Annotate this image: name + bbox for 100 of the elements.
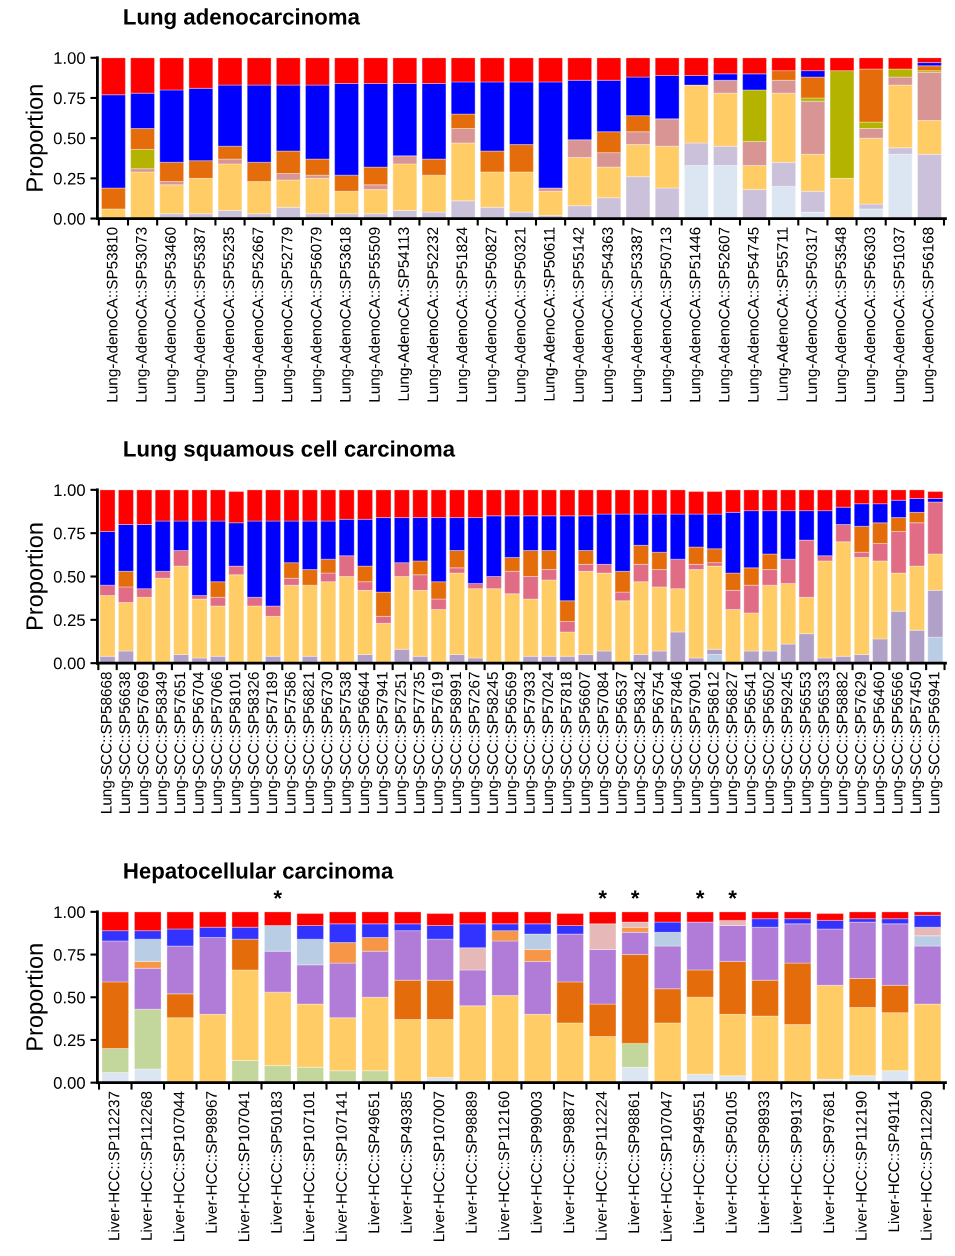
- x-tick-label: Lung-SCC::SP58245: [487, 672, 501, 813]
- x-tick-label: Lung-AdenoCA::SP53548: [834, 227, 850, 402]
- x-tick-label: Lung-SCC::SP57941: [376, 672, 391, 813]
- x-tick-label: Liver-HCC::SP50105: [725, 1091, 737, 1233]
- x-tick-label: Lung-AdenoCA::SP52667: [252, 227, 267, 402]
- x-tick-label: Liver-HCC::SP112237: [108, 1091, 120, 1240]
- x-tick-label: Lung-AdenoCA::SP53073: [135, 227, 150, 402]
- x-tick-label: Lung-SCC::SP57450: [910, 672, 925, 813]
- x-tick-label: Lung-SCC::SP56644: [358, 671, 373, 813]
- x-tick-label: Liver-HCC::SP107141: [335, 1091, 347, 1241]
- x-tick-label: Lung-SCC::SP56704: [192, 671, 207, 813]
- x-tick-label: Lung-SCC::SP57538: [339, 672, 354, 813]
- x-tick-label: Lung-AdenoCA::SP50713: [660, 227, 675, 402]
- x-tick-label: Liver-HCC::SP49651: [368, 1091, 380, 1233]
- x-tick-label: Lung-SCC::SP57084: [597, 671, 612, 813]
- x-tick-label: Lung-SCC::SP57651: [174, 672, 189, 813]
- x-tick-label: Lung-SCC::SP57024: [542, 671, 557, 813]
- x-tick-label: Lung-AdenoCA::SP54113: [397, 227, 412, 401]
- x-tick-label: Lung-SCC::SP58668: [100, 672, 115, 813]
- x-tick-label: Lung-SCC::SP57818: [560, 672, 575, 813]
- x-tick-label: Liver-HCC::SP112224: [595, 1091, 607, 1240]
- x-tick-label: Liver-HCC::SP97681: [822, 1091, 835, 1233]
- x-tick-label: Lung-SCC::SP56821: [303, 672, 317, 813]
- annotation: *: [273, 890, 283, 899]
- annotation: *: [598, 890, 607, 899]
- x-tick-label: Lung-SCC::SP58991: [450, 672, 465, 813]
- chart-title: Hepatocellular carcinoma: [124, 862, 394, 884]
- x-tick-label: Lung-SCC::SP56730: [321, 672, 336, 813]
- y-tick-label: 0.25: [53, 614, 85, 627]
- x-tick-label: Liver-HCC::SP98861: [628, 1091, 640, 1233]
- y-tick-label: 0.50: [53, 132, 85, 145]
- y-tick-label: 1.00: [54, 906, 85, 919]
- x-tick-label: Liver-HCC::SP112268: [140, 1091, 152, 1240]
- x-tick-label: Lung-SCC::SP56569: [505, 672, 520, 813]
- x-tick-label: Lung-SCC::SP58612: [707, 672, 722, 813]
- y-tick-label: 0.00: [53, 657, 85, 670]
- annotation: *: [630, 890, 640, 899]
- x-tick-label: Lung-SCC::SP59245: [781, 672, 796, 813]
- x-tick-label: Lung-AdenoCA::SP56079: [310, 227, 325, 402]
- x-tick-label: Liver-HCC::SP98967: [205, 1091, 217, 1233]
- chart-title: Lung adenocarcinoma: [124, 8, 361, 30]
- x-tick-label: Lung-SCC::SP56566: [891, 672, 906, 813]
- x-tick-label: Lung-SCC::SP58326: [247, 672, 262, 813]
- x-tick-label: Lung-SCC::SP56502: [763, 672, 777, 813]
- x-tick-label: Lung-AdenoCA::SP55711: [776, 227, 791, 401]
- x-tick-label: Liver-HCC::SP107007: [433, 1091, 445, 1241]
- y-tick-label: 1.00: [54, 484, 85, 497]
- x-tick-label: Lung-AdenoCA::SP53387: [630, 227, 646, 402]
- x-tick-label: Lung-AdenoCA::SP50317: [805, 227, 820, 402]
- x-tick-label: Liver-HCC::SP107044: [173, 1091, 185, 1241]
- x-tick-label: Lung-SCC::SP57933: [523, 672, 538, 813]
- x-tick-label: Liver-HCC::SP98889: [465, 1091, 477, 1233]
- y-axis-title: Proportion: [25, 944, 48, 1050]
- y-tick-label: 0.50: [53, 991, 85, 1004]
- y-tick-label: 1.00: [54, 52, 85, 64]
- x-tick-label: Liver-HCC::SP49114: [887, 1091, 900, 1232]
- x-tick-label: Liver-HCC::SP107101: [303, 1091, 315, 1241]
- x-tick-label: Lung-AdenoCA::SP54745: [747, 227, 762, 402]
- y-tick-label: 0.25: [53, 1034, 85, 1047]
- annotation: *: [695, 890, 705, 899]
- x-tick-label: Lung-AdenoCA::SP52607: [718, 227, 733, 402]
- x-tick-label: Lung-AdenoCA::SP50321: [514, 227, 529, 402]
- y-tick-label: 0.75: [53, 948, 85, 961]
- x-tick-label: Lung-SCC::SP56533: [818, 672, 833, 813]
- y-axis-title: Proportion: [25, 523, 48, 630]
- x-tick-label: Lung-AdenoCA::SP52779: [281, 227, 296, 402]
- x-tick-label: Lung-SCC::SP56537: [615, 672, 630, 813]
- x-tick-label: Lung-SCC::SP58882: [836, 672, 851, 813]
- y-tick-label: 0.75: [53, 92, 85, 105]
- x-tick-label: Liver-HCC::SP112290: [920, 1091, 932, 1240]
- x-tick-label: Lung-AdenoCA::SP55235: [222, 227, 238, 402]
- x-tick-label: Lung-SCC::SP57189: [266, 672, 281, 813]
- x-tick-label: Lung-SCC::SP58342: [634, 672, 649, 813]
- x-tick-label: Lung-AdenoCA::SP55142: [572, 227, 587, 402]
- y-tick-label: 0.00: [53, 1077, 85, 1089]
- x-tick-label: Liver-HCC::SP107047: [660, 1091, 672, 1241]
- x-tick-label: Lung-SCC::SP57629: [855, 672, 869, 813]
- x-tick-label: Lung-AdenoCA::SP56168: [922, 227, 937, 402]
- x-tick-label: Lung-AdenoCA::SP56303: [864, 227, 879, 402]
- x-tick-label: Lung-AdenoCA::SP52232: [426, 227, 442, 402]
- x-tick-label: Lung-SCC::SP56460: [873, 672, 888, 813]
- x-tick-label: Lung-SCC::SP57251: [395, 672, 409, 813]
- x-tick-label: Liver-HCC::SP49385: [400, 1091, 412, 1233]
- x-tick-label: Lung-SCC::SP57901: [689, 672, 704, 813]
- x-tick-label: Liver-HCC::SP98877: [563, 1091, 575, 1233]
- annotation: *: [728, 890, 737, 899]
- x-tick-label: Lung-SCC::SP56638: [119, 672, 134, 813]
- x-tick-label: Liver-HCC::SP99003: [530, 1091, 542, 1233]
- x-tick-label: Lung-SCC::SP57066: [211, 672, 226, 813]
- x-tick-label: Lung-SCC::SP56607: [579, 672, 593, 813]
- x-tick-label: Liver-HCC::SP112160: [498, 1091, 510, 1240]
- x-tick-label: Lung-AdenoCA::SP53460: [164, 227, 179, 402]
- x-tick-label: Lung-AdenoCA::SP55387: [193, 227, 208, 402]
- x-tick-label: Lung-SCC::SP56754: [652, 671, 667, 813]
- x-tick-label: Lung-SCC::SP58349: [156, 672, 170, 813]
- x-tick-label: Lung-AdenoCA::SP53810: [106, 227, 121, 402]
- x-tick-label: Lung-AdenoCA::SP51824: [456, 227, 471, 402]
- chart-title: Lung squamous cell carcinoma: [124, 440, 456, 462]
- y-tick-label: 0.00: [53, 212, 85, 225]
- x-tick-label: Lung-AdenoCA::SP51446: [689, 227, 704, 402]
